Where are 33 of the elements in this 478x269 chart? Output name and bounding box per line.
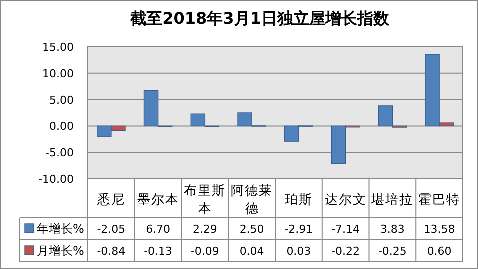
y-tick-label: -5.00 [46, 146, 74, 160]
y-tick-label: 0.00 [50, 120, 74, 134]
data-label: -0.22 [332, 245, 360, 258]
data-label: 0.60 [427, 245, 452, 258]
x-tick-label: 霍巴特 [418, 193, 461, 208]
data-label: 6.70 [146, 223, 171, 236]
x-tick-label: 达尔文 [324, 193, 367, 208]
data-label: -0.25 [378, 245, 407, 258]
x-tick-label: 悉尼 [96, 193, 126, 208]
y-tick-label: 10.00 [42, 67, 74, 80]
legend-label: 月增长% [37, 244, 84, 258]
data-label: -0.84 [97, 245, 126, 258]
data-label: 0.03 [286, 245, 312, 258]
chart-title: 截至2018年3月1日独立屋增长指数 [130, 9, 390, 28]
data-label: -0.13 [144, 245, 173, 258]
y-tick-label: 15.00 [42, 41, 74, 54]
y-tick-label: 5.00 [50, 94, 74, 107]
x-tick-label: 阿德莱德 [231, 184, 274, 217]
data-label: 2.50 [240, 223, 264, 236]
data-label: 0.04 [240, 245, 264, 258]
data-label: -0.09 [190, 245, 220, 258]
x-tick-label: 珀斯 [284, 193, 313, 208]
data-label: 2.29 [192, 223, 218, 236]
y-tick-label: -10.00 [38, 173, 74, 186]
data-label: -7.14 [332, 223, 360, 236]
x-tick-label: 堪培拉 [370, 193, 414, 208]
data-label: -2.05 [97, 223, 126, 236]
data-label: 13.58 [424, 223, 456, 236]
x-tick-label: 布里斯本 [184, 184, 226, 217]
legend-label: 年增长% [37, 222, 84, 236]
data-label: -2.91 [284, 223, 314, 236]
data-label: 3.83 [380, 223, 405, 236]
x-tick-label: 墨尔本 [137, 193, 180, 208]
